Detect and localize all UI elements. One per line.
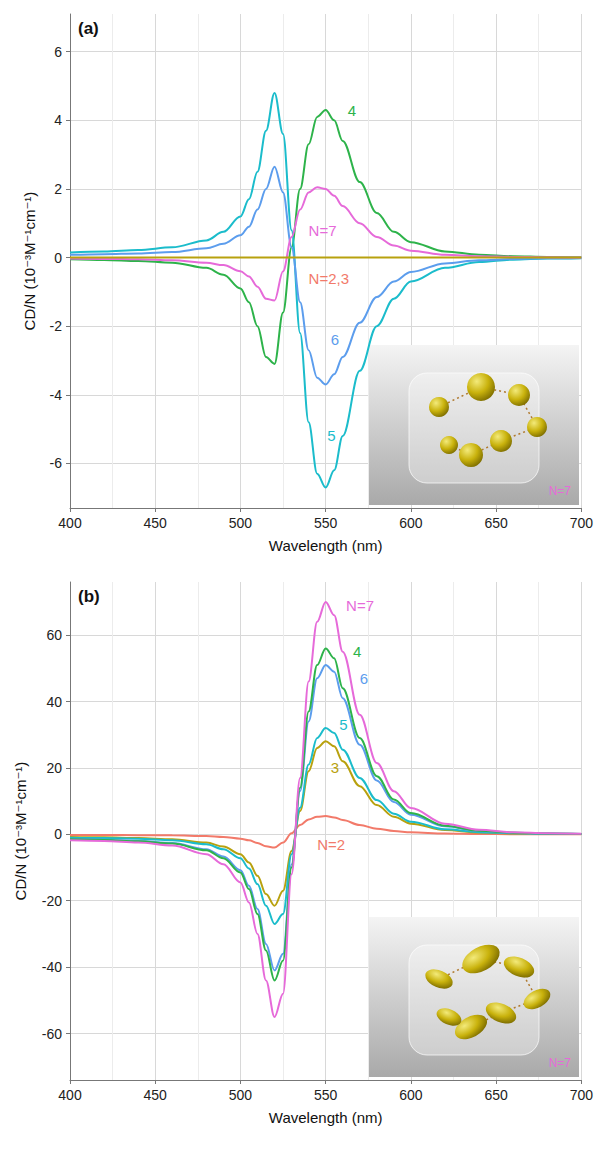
svg-text:CD/N (10⁻³M⁻¹cm⁻¹): CD/N (10⁻³M⁻¹cm⁻¹) — [12, 762, 29, 901]
svg-text:600: 600 — [399, 1087, 423, 1103]
svg-text:4: 4 — [353, 643, 361, 660]
svg-text:-40: -40 — [42, 959, 62, 975]
svg-text:-2: -2 — [50, 318, 63, 334]
svg-text:600: 600 — [399, 515, 423, 531]
svg-text:4: 4 — [54, 112, 62, 128]
svg-text:5: 5 — [339, 716, 347, 733]
svg-text:-4: -4 — [50, 387, 63, 403]
svg-text:5: 5 — [327, 427, 335, 444]
svg-text:-60: -60 — [42, 1026, 62, 1042]
svg-text:N=2: N=2 — [317, 836, 345, 853]
svg-text:-6: -6 — [50, 455, 63, 471]
svg-text:(a): (a) — [78, 19, 99, 38]
svg-text:450: 450 — [144, 1087, 168, 1103]
svg-text:400: 400 — [58, 515, 82, 531]
svg-text:2: 2 — [54, 181, 62, 197]
svg-text:CD/N (10⁻³M⁻¹cm⁻¹): CD/N (10⁻³M⁻¹cm⁻¹) — [21, 192, 38, 331]
svg-text:0: 0 — [54, 826, 62, 842]
svg-text:450: 450 — [144, 515, 168, 531]
svg-text:700: 700 — [570, 515, 594, 531]
svg-text:40: 40 — [46, 694, 62, 710]
svg-text:(b): (b) — [78, 587, 100, 606]
svg-text:-20: -20 — [42, 893, 62, 909]
svg-text:6: 6 — [54, 44, 62, 60]
svg-text:650: 650 — [484, 1087, 508, 1103]
svg-text:20: 20 — [46, 760, 62, 776]
svg-text:Wavelength (nm): Wavelength (nm) — [269, 1109, 383, 1126]
svg-text:500: 500 — [229, 515, 253, 531]
svg-text:6: 6 — [331, 331, 339, 348]
svg-text:3: 3 — [331, 759, 339, 776]
svg-text:400: 400 — [58, 1087, 82, 1103]
svg-text:N=7: N=7 — [309, 222, 337, 239]
svg-text:Wavelength (nm): Wavelength (nm) — [269, 537, 383, 554]
svg-text:60: 60 — [46, 627, 62, 643]
svg-text:650: 650 — [484, 515, 508, 531]
svg-text:N=7: N=7 — [346, 597, 374, 614]
svg-text:6: 6 — [360, 670, 368, 687]
svg-text:N=2,3: N=2,3 — [309, 270, 349, 287]
svg-text:700: 700 — [570, 1087, 594, 1103]
svg-text:500: 500 — [229, 1087, 253, 1103]
svg-text:4: 4 — [348, 102, 356, 119]
svg-text:N=7: N=7 — [549, 1056, 572, 1070]
svg-text:N=7: N=7 — [549, 484, 572, 498]
svg-text:550: 550 — [314, 515, 338, 531]
svg-text:550: 550 — [314, 1087, 338, 1103]
svg-text:0: 0 — [54, 250, 62, 266]
